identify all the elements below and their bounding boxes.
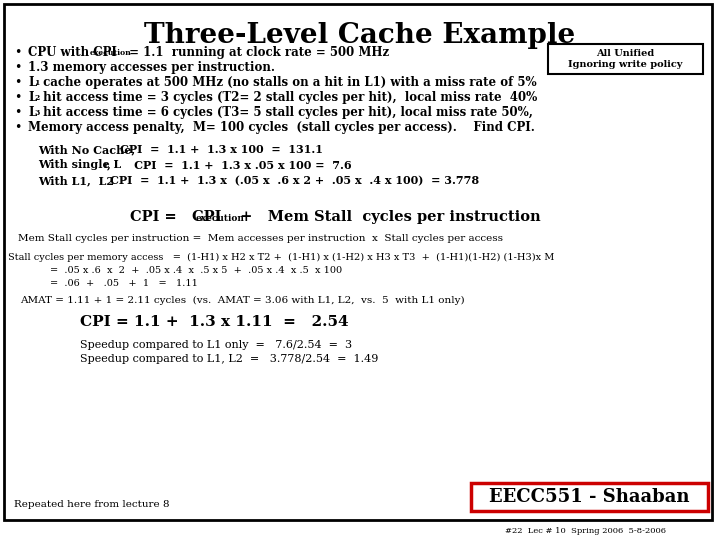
Text: Memory access penalty,  M= 100 cycles  (stall cycles per access).    Find CPI.: Memory access penalty, M= 100 cycles (st… — [28, 121, 535, 134]
Text: 1: 1 — [34, 79, 40, 87]
Text: CPI  =  1.1 +  1.3 x 100  =  131.1: CPI = 1.1 + 1.3 x 100 = 131.1 — [120, 144, 323, 155]
Text: CPI =   CPI: CPI = CPI — [130, 210, 221, 224]
Text: L: L — [28, 91, 36, 104]
FancyBboxPatch shape — [548, 44, 703, 74]
Text: •: • — [14, 46, 22, 59]
Text: AMAT = 1.11 + 1 = 2.11 cycles  (vs.  AMAT = 3.06 with L1, L2,  vs.  5  with L1 o: AMAT = 1.11 + 1 = 2.11 cycles (vs. AMAT … — [20, 296, 464, 305]
Text: •: • — [14, 121, 22, 134]
Text: CPI  =  1.1 +  1.3 x  (.05 x  .6 x 2 +  .05 x  .4 x 100)  = 3.778: CPI = 1.1 + 1.3 x (.05 x .6 x 2 + .05 x … — [110, 175, 479, 186]
Text: •: • — [14, 106, 22, 119]
Text: With single L: With single L — [38, 159, 121, 170]
Text: Three-Level Cache Example: Three-Level Cache Example — [145, 22, 575, 49]
Text: 2: 2 — [34, 94, 40, 102]
Text: =  .05 x .6  x  2  +  .05 x .4  x  .5 x 5  +  .05 x .4  x .5  x 100: = .05 x .6 x 2 + .05 x .4 x .5 x 5 + .05… — [50, 266, 342, 275]
Text: L: L — [28, 76, 36, 89]
Text: hit access time = 6 cycles (T3= 5 stall cycles per hit), local miss rate 50%,: hit access time = 6 cycles (T3= 5 stall … — [39, 106, 533, 119]
Text: Mem Stall cycles per instruction =  Mem accesses per instruction  x  Stall cycle: Mem Stall cycles per instruction = Mem a… — [18, 234, 503, 243]
Text: 1: 1 — [102, 162, 107, 170]
Text: With No Cache,: With No Cache, — [38, 144, 135, 155]
Text: •: • — [14, 91, 22, 104]
Text: 1.3 memory accesses per instruction.: 1.3 memory accesses per instruction. — [28, 61, 275, 74]
Text: With L1,  L2: With L1, L2 — [38, 175, 114, 186]
Text: Stall cycles per memory access   =  (1-H1) x H2 x T2 +  (1-H1) x (1-H2) x H3 x T: Stall cycles per memory access = (1-H1) … — [8, 253, 554, 262]
Text: =  .06  +   .05   +  1   =   1.11: = .06 + .05 + 1 = 1.11 — [50, 279, 198, 288]
Text: CPI = 1.1 +  1.3 x 1.11  =   2.54: CPI = 1.1 + 1.3 x 1.11 = 2.54 — [80, 315, 348, 329]
Text: •: • — [14, 76, 22, 89]
Text: 3: 3 — [34, 109, 40, 117]
Text: execution: execution — [196, 214, 245, 223]
FancyBboxPatch shape — [4, 4, 712, 520]
Text: hit access time = 3 cycles (T2= 2 stall cycles per hit),  local miss rate  40%: hit access time = 3 cycles (T2= 2 stall … — [39, 91, 537, 104]
Text: execution: execution — [90, 49, 132, 57]
Text: All Unified
Ignoring write policy: All Unified Ignoring write policy — [568, 49, 683, 69]
Text: Repeated here from lecture 8: Repeated here from lecture 8 — [14, 500, 169, 509]
Text: CPU with CPI: CPU with CPI — [28, 46, 117, 59]
Text: Speedup compared to L1, L2  =   3.778/2.54  =  1.49: Speedup compared to L1, L2 = 3.778/2.54 … — [80, 354, 379, 364]
Text: •: • — [14, 61, 22, 74]
Text: #22  Lec # 10  Spring 2006  5-8-2006: #22 Lec # 10 Spring 2006 5-8-2006 — [505, 527, 666, 535]
Text: EECC551 - Shaaban: EECC551 - Shaaban — [490, 488, 690, 506]
Text: = 1.1  running at clock rate = 500 MHz: = 1.1 running at clock rate = 500 MHz — [125, 46, 389, 59]
Text: L: L — [28, 106, 36, 119]
Text: ,      CPI  =  1.1 +  1.3 x .05 x 100 =  7.6: , CPI = 1.1 + 1.3 x .05 x 100 = 7.6 — [107, 159, 351, 170]
Text: cache operates at 500 MHz (no stalls on a hit in L1) with a miss rate of 5%: cache operates at 500 MHz (no stalls on … — [39, 76, 536, 89]
Text: +   Mem Stall  cycles per instruction: + Mem Stall cycles per instruction — [230, 210, 541, 224]
Text: Speedup compared to L1 only  =   7.6/2.54  =  3: Speedup compared to L1 only = 7.6/2.54 =… — [80, 340, 352, 350]
FancyBboxPatch shape — [471, 483, 708, 511]
